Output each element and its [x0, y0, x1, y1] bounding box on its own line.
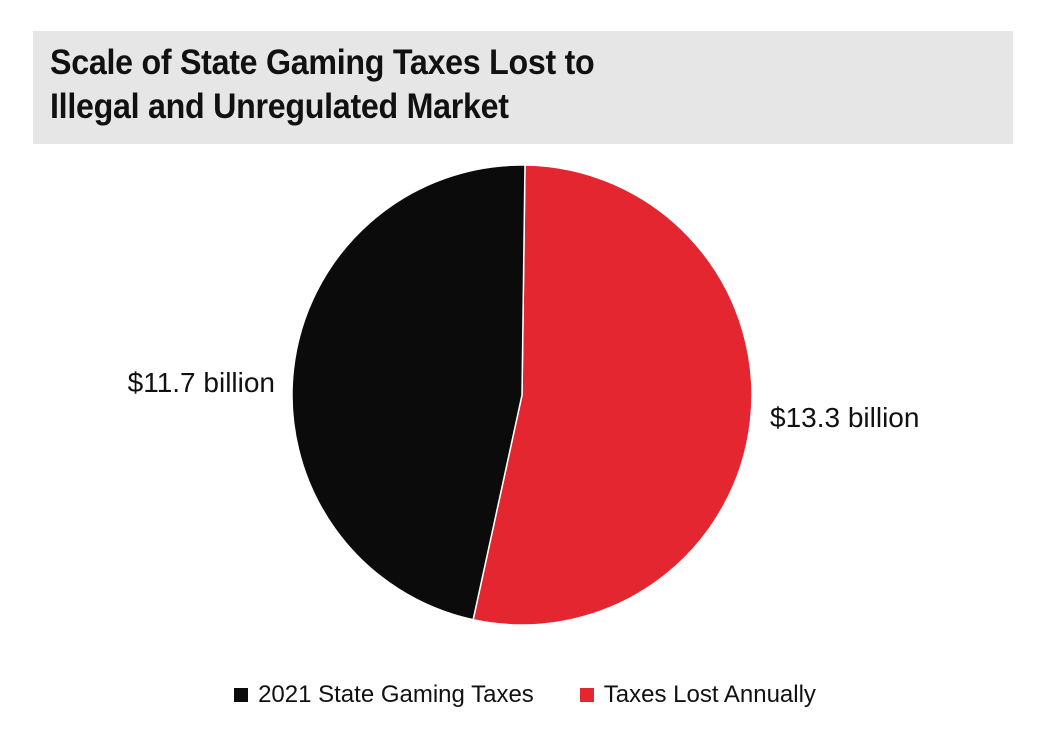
- slice-value-label: $13.3 billion: [770, 402, 919, 433]
- title-band: Scale of State Gaming Taxes Lost to Ille…: [33, 31, 1013, 144]
- chart-title: Scale of State Gaming Taxes Lost to Ille…: [50, 41, 878, 129]
- pie-slice-state-gaming-taxes: [291, 164, 526, 621]
- legend-label: Taxes Lost Annually: [603, 681, 816, 708]
- chart-title-line-2: Illegal and Unregulated Market: [50, 87, 509, 126]
- legend-swatch-red: [579, 688, 594, 702]
- pie-slice-taxes-lost: [472, 164, 753, 626]
- legend-swatch-black: [234, 688, 249, 702]
- chart-title-line-1: Scale of State Gaming Taxes Lost to: [50, 43, 595, 82]
- legend-item-taxes-lost: Taxes Lost Annually: [579, 681, 816, 709]
- legend-label: 2021 State Gaming Taxes: [258, 681, 534, 708]
- slice-value-label: $11.7 billion: [128, 367, 275, 398]
- legend-item-state-gaming-taxes: 2021 State Gaming Taxes: [234, 681, 534, 709]
- legend: 2021 State Gaming Taxes Taxes Lost Annua…: [0, 681, 1050, 709]
